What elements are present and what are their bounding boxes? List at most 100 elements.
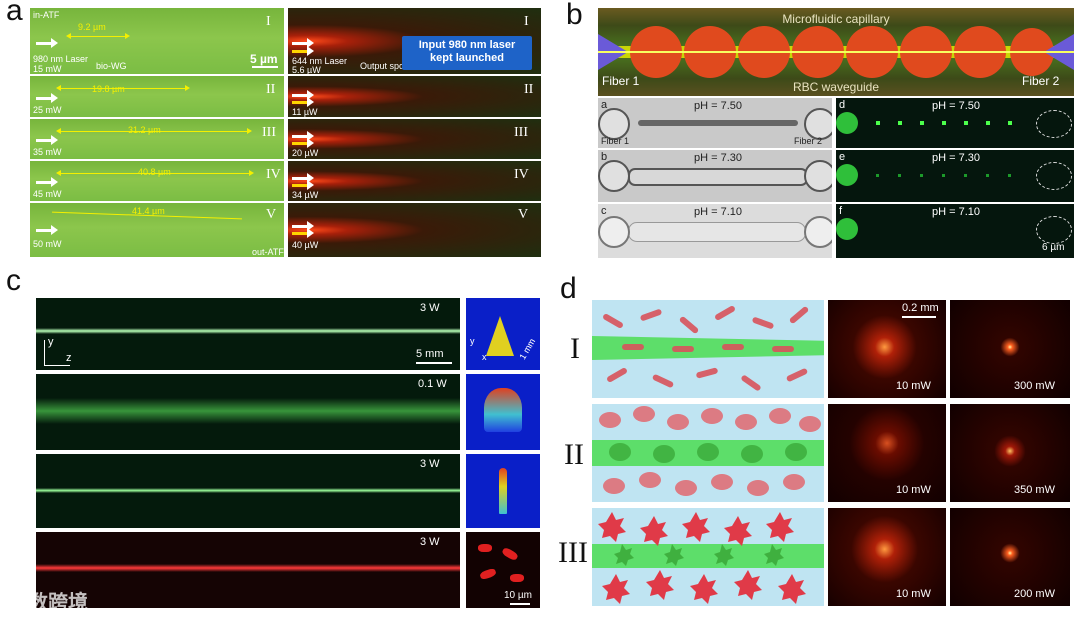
power-label: 3 W xyxy=(420,536,440,548)
d-image-low-2: 10 mW xyxy=(828,404,946,502)
d-schematic-2 xyxy=(592,404,824,502)
fiber-tip xyxy=(598,160,630,192)
distance-label: 9.2 µm xyxy=(78,22,106,32)
distance-marker xyxy=(66,33,130,39)
power-label: 25 mW xyxy=(33,105,62,115)
power-label: 35 mW xyxy=(33,147,62,157)
beam-profile xyxy=(484,388,522,432)
row-numeral: I xyxy=(266,14,271,29)
a-left-tile-5: 41.4 µm 50 mW V out-ATF xyxy=(30,203,284,257)
ph-label: pH = 7.50 xyxy=(932,100,981,112)
green-spots xyxy=(876,121,1026,125)
callout-box: Input 980 nm laser kept launched xyxy=(402,36,532,70)
callout-line-2: kept launched xyxy=(430,52,504,64)
output-arrow xyxy=(292,97,314,107)
power-label: 15 mW xyxy=(33,64,62,74)
c-row-1: 3 W 5 mm y z xyxy=(36,298,460,370)
a-right-tile-4: 34 µW IV xyxy=(288,161,541,201)
beam-trace xyxy=(36,488,460,493)
b-bright-a: a pH = 7.50 Fiber 1 Fiber 2 xyxy=(598,98,832,148)
a-left-tile-4: 40.8 µm 45 mW IV xyxy=(30,161,284,201)
panel-label-b: b xyxy=(566,0,583,31)
waveguide-label: RBC waveguide xyxy=(792,80,880,94)
fiber-glow xyxy=(836,218,858,240)
scale-bar xyxy=(416,362,452,364)
scale-bar-label: 10 µm xyxy=(504,590,532,601)
panel-label-d: d xyxy=(560,272,577,305)
z-axis xyxy=(44,365,70,366)
rbc-waveguide-drawing xyxy=(598,26,1074,78)
laser980-label: 980 nm Laser xyxy=(33,54,89,64)
cell-chain xyxy=(638,120,798,126)
ph-label: pH = 7.50 xyxy=(694,100,743,112)
fiber-tip xyxy=(598,216,630,248)
spiky-particles xyxy=(598,512,806,604)
cell-chain xyxy=(628,222,806,242)
row-numeral: III xyxy=(262,125,276,140)
c-inset-1: y x 1 mm xyxy=(466,298,540,370)
dumbbell-particles xyxy=(603,306,809,391)
a-right-tile-5: 40 µW V xyxy=(288,203,541,257)
scale-bar-label: 0.2 mm xyxy=(902,302,939,314)
a-right-tile-3: 20 µW III xyxy=(288,119,541,159)
row-numeral: I xyxy=(570,332,580,365)
output-spot-label: Output spot xyxy=(360,61,407,71)
sub-label: e xyxy=(839,151,846,163)
power-label: 10 mW xyxy=(896,484,931,496)
b-bright-b: b pH = 7.30 xyxy=(598,150,832,202)
scale-bar xyxy=(902,316,936,318)
in-atf-label: in-ATF xyxy=(33,10,60,20)
out-atf-label: out-ATF xyxy=(252,247,284,257)
power-label: 11 µW xyxy=(292,107,318,117)
row-numeral: III xyxy=(558,536,588,569)
scale-bar-label: 5 µm xyxy=(250,52,278,66)
ph-label: pH = 7.30 xyxy=(694,152,743,164)
cell xyxy=(479,567,497,581)
scale-bar xyxy=(252,66,278,68)
input-arrow xyxy=(36,135,58,145)
fiber-tip xyxy=(804,160,832,192)
distance-label: 41.4 µm xyxy=(132,206,165,216)
fiber-glow xyxy=(836,112,858,134)
z-axis-label: z xyxy=(66,352,72,364)
panel-label-a: a xyxy=(6,0,23,27)
row-numeral: II xyxy=(564,438,584,471)
cell xyxy=(478,544,492,552)
fiber2-label: Fiber 2 xyxy=(1022,74,1060,88)
power-label: 10 mW xyxy=(896,380,931,392)
scale-bar xyxy=(510,603,530,605)
y-axis xyxy=(44,340,45,366)
panel-label-c: c xyxy=(6,264,21,297)
d-image-low-3: 10 mW xyxy=(828,508,946,606)
cell-chain xyxy=(628,168,808,186)
output-arrow xyxy=(292,138,314,148)
input-arrow xyxy=(292,221,314,231)
ph-label: pH = 7.10 xyxy=(932,206,981,218)
sub-label: c xyxy=(601,205,607,217)
output-arrow xyxy=(292,228,314,238)
d-image-high-1: 300 mW xyxy=(950,300,1070,398)
c-inset-3 xyxy=(466,454,540,528)
cell xyxy=(510,574,524,582)
b-fluor-d: d pH = 7.50 xyxy=(836,98,1074,148)
capillary-schematic: Microfluidic capillary Fiber 1 Fiber 2 R… xyxy=(598,8,1074,96)
fiber-tip xyxy=(598,108,630,140)
power-label: 40 µW xyxy=(292,240,319,250)
scale-bar-label: 5 mm xyxy=(416,348,444,360)
power-label: 45 mW xyxy=(33,189,62,199)
d-image-low-1: 0.2 mm 10 mW xyxy=(828,300,946,398)
row-numeral: IV xyxy=(514,167,529,182)
a-right-tile-1: 644 nm Laser 5.6 µW Output spot Input 98… xyxy=(288,8,541,74)
fiber-outline xyxy=(1036,162,1072,190)
beam-profile xyxy=(499,468,507,514)
cell xyxy=(501,546,519,562)
c-row-2: 0.1 W xyxy=(36,374,460,450)
fiber1-sub-label: Fiber 1 xyxy=(601,136,630,146)
fiber1-label: Fiber 1 xyxy=(602,74,640,88)
power-label: 50 mW xyxy=(33,239,62,249)
row-numeral: V xyxy=(266,207,277,222)
row-numeral: III xyxy=(514,125,528,140)
b-bright-c: c pH = 7.10 xyxy=(598,204,832,258)
distance-label: 31.2 µm xyxy=(128,125,161,135)
c-row-3: 3 W xyxy=(36,454,460,528)
